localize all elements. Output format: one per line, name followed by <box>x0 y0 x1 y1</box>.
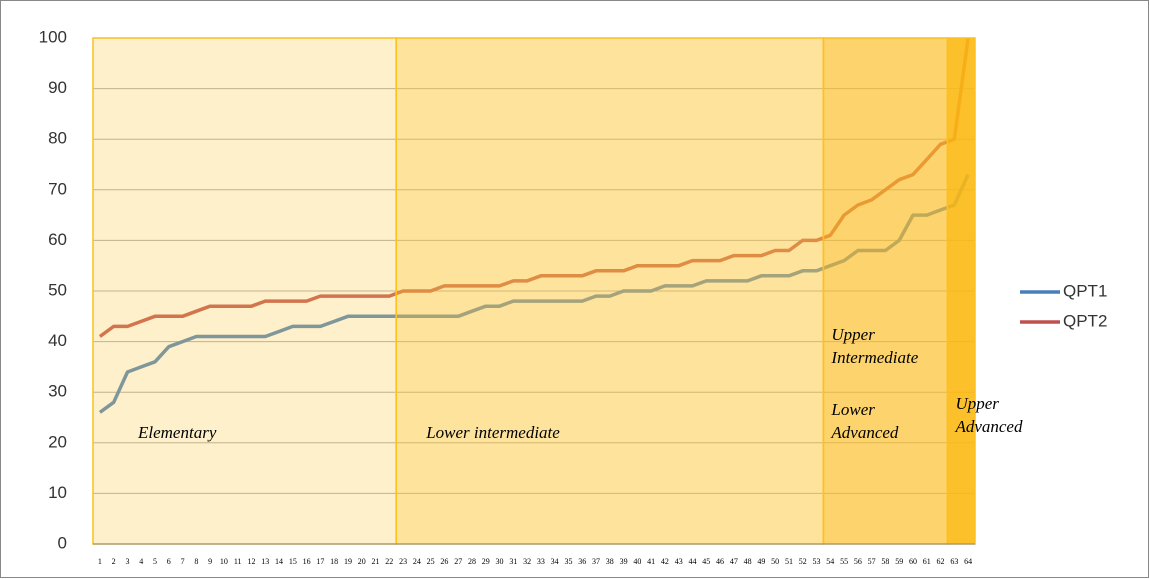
x-tick-label: 2 <box>112 557 116 566</box>
x-tick-label: 42 <box>661 557 669 566</box>
x-tick-label: 31 <box>509 557 517 566</box>
x-tick-label: 16 <box>303 557 311 566</box>
x-tick-label: 10 <box>220 557 228 566</box>
band <box>92 37 397 545</box>
band-label: Advanced <box>954 417 1023 436</box>
x-tick-label: 23 <box>399 557 407 566</box>
band-label: Upper <box>955 394 999 413</box>
x-tick-label: 19 <box>344 557 352 566</box>
band-label: Intermediate <box>830 348 918 367</box>
x-tick-label: 29 <box>482 557 490 566</box>
y-tick-label: 0 <box>58 533 67 552</box>
x-tick-label: 45 <box>702 557 710 566</box>
legend-label: QPT2 <box>1063 311 1107 330</box>
x-tick-label: 28 <box>468 557 476 566</box>
y-tick-label: 30 <box>48 382 67 401</box>
x-tick-label: 24 <box>413 557 421 566</box>
x-tick-label: 1 <box>98 557 102 566</box>
x-tick-label: 54 <box>826 557 834 566</box>
x-tick-label: 61 <box>923 557 931 566</box>
x-tick-label: 41 <box>647 557 655 566</box>
x-tick-label: 11 <box>234 557 242 566</box>
x-tick-label: 22 <box>385 557 393 566</box>
x-tick-label: 34 <box>551 557 559 566</box>
y-tick-label: 20 <box>48 432 67 451</box>
x-tick-label: 49 <box>757 557 765 566</box>
x-tick-label: 47 <box>730 557 738 566</box>
x-tick-label: 18 <box>330 557 338 566</box>
x-tick-label: 6 <box>167 557 171 566</box>
x-tick-label: 62 <box>937 557 945 566</box>
x-tick-label: 15 <box>289 557 297 566</box>
band <box>822 37 949 545</box>
band <box>946 37 976 545</box>
band-label: Advanced <box>830 423 899 442</box>
x-tick-label: 37 <box>592 557 600 566</box>
x-tick-label: 64 <box>964 557 972 566</box>
x-tick-label: 9 <box>208 557 212 566</box>
x-tick-label: 26 <box>440 557 448 566</box>
x-tick-label: 56 <box>854 557 862 566</box>
y-tick-label: 70 <box>48 179 67 198</box>
x-tick-label: 21 <box>372 557 380 566</box>
x-tick-label: 12 <box>247 557 255 566</box>
x-tick-label: 58 <box>881 557 889 566</box>
legend-label: QPT1 <box>1063 281 1107 300</box>
y-tick-label: 50 <box>48 280 67 299</box>
band-label: Elementary <box>137 423 217 442</box>
band-label: Lower <box>830 400 875 419</box>
x-tick-label: 3 <box>125 557 129 566</box>
x-tick-label: 32 <box>523 557 531 566</box>
x-tick-label: 33 <box>537 557 545 566</box>
x-tick-label: 8 <box>194 557 198 566</box>
x-tick-label: 35 <box>564 557 572 566</box>
x-tick-label: 17 <box>316 557 324 566</box>
y-tick-label: 60 <box>48 230 67 249</box>
x-tick-label: 20 <box>358 557 366 566</box>
x-tick-label: 59 <box>895 557 903 566</box>
x-tick-label: 30 <box>496 557 504 566</box>
x-tick-label: 4 <box>139 557 143 566</box>
x-tick-label: 36 <box>578 557 586 566</box>
x-tick-label: 44 <box>688 557 696 566</box>
y-tick-label: 10 <box>48 483 67 502</box>
x-tick-label: 50 <box>771 557 779 566</box>
x-tick-label: 14 <box>275 557 283 566</box>
y-tick-label: 80 <box>48 129 67 148</box>
x-tick-label: 52 <box>799 557 807 566</box>
x-tick-label: 7 <box>181 557 185 566</box>
x-tick-label: 60 <box>909 557 917 566</box>
x-tick-label: 27 <box>454 557 462 566</box>
x-tick-label: 39 <box>620 557 628 566</box>
x-tick-label: 57 <box>868 557 876 566</box>
band-label: Lower intermediate <box>425 423 560 442</box>
x-tick-label: 5 <box>153 557 157 566</box>
x-tick-label: 43 <box>675 557 683 566</box>
x-tick-label: 48 <box>744 557 752 566</box>
x-tick-label: 13 <box>261 557 269 566</box>
x-tick-label: 38 <box>606 557 614 566</box>
x-tick-label: 53 <box>813 557 821 566</box>
band-label: Upper <box>831 325 875 344</box>
y-tick-label: 100 <box>39 27 67 46</box>
x-tick-label: 25 <box>427 557 435 566</box>
y-tick-label: 90 <box>48 78 67 97</box>
x-tick-label: 63 <box>950 557 958 566</box>
x-tick-label: 40 <box>633 557 641 566</box>
x-tick-label: 55 <box>840 557 848 566</box>
y-tick-label: 40 <box>48 331 67 350</box>
band <box>395 37 825 545</box>
x-tick-label: 51 <box>785 557 793 566</box>
x-tick-label: 46 <box>716 557 724 566</box>
